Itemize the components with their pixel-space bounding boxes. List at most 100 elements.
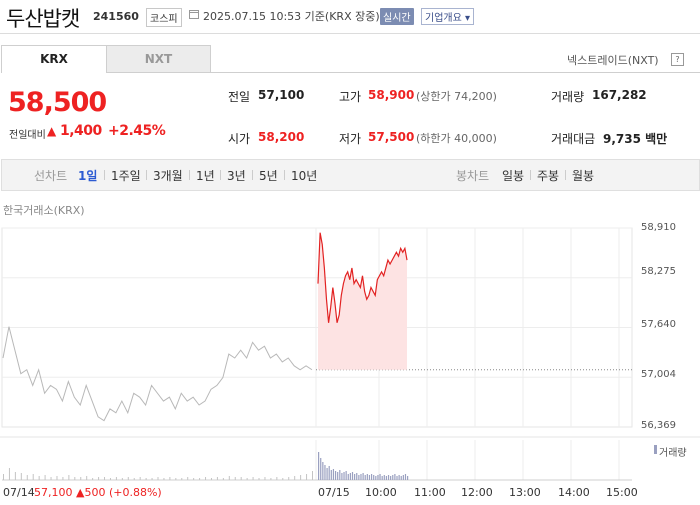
prev-day-info: 57,100 ▲500 (+0.88%) [34, 486, 162, 499]
up-arrow-icon: ▲ [47, 124, 57, 138]
chart-source: 한국거래소(KRX) [3, 204, 85, 217]
volume-bar [396, 476, 398, 480]
prev-close-label: 전일 [228, 90, 251, 104]
x-tick-label: 07/15 [318, 486, 350, 499]
volume-bar [360, 474, 362, 480]
period-3y[interactable]: 3년 [227, 169, 246, 183]
volume-bar [288, 477, 290, 480]
volume-bar [276, 477, 278, 480]
volume-bar [151, 478, 153, 480]
upper-limit: (상한가 74,200) [416, 90, 497, 103]
low-value: 57,500 [368, 130, 415, 144]
x-tick-label: 12:00 [461, 486, 493, 499]
timestamp: 2025.07.15 10:53 기준(KRX 장중) [203, 10, 380, 23]
volume-bar [362, 473, 364, 480]
volume-bar [294, 476, 296, 480]
market-badge: 코스피 [146, 8, 182, 27]
divider [104, 170, 105, 180]
period-1y[interactable]: 1년 [196, 169, 215, 183]
clock-icon [189, 10, 199, 19]
volume-bar [193, 478, 195, 480]
volume-bar [385, 476, 388, 480]
amount-label: 거래대금 [551, 132, 596, 146]
stock-name: 두산밥캣 [6, 7, 80, 31]
volume-bar [222, 478, 224, 480]
period-5y[interactable]: 5년 [259, 169, 278, 183]
volume-legend: 거래량 [659, 448, 687, 459]
volume-bar [121, 478, 123, 480]
volume-bar [187, 477, 189, 480]
volume-bar [343, 472, 345, 480]
period-3m[interactable]: 3개월 [153, 169, 183, 183]
volume-bar [145, 478, 147, 480]
company-info-dropdown[interactable]: 기업개요 ▾ [421, 8, 474, 25]
volume-bar [320, 458, 322, 480]
price-change: 1,400 [60, 123, 102, 139]
volume-bar [234, 477, 236, 480]
volume-bar [62, 477, 64, 480]
help-icon[interactable]: ? [671, 53, 684, 66]
y-tick-label: 57,004 [641, 369, 676, 380]
volume-bar [50, 477, 52, 480]
volume-bar [324, 465, 326, 480]
divider [252, 170, 253, 180]
x-tick-label: 10:00 [365, 486, 397, 499]
candle-monthly[interactable]: 월봉 [572, 169, 595, 183]
volume-bar [318, 452, 320, 480]
y-tick-label: 58,275 [641, 266, 676, 277]
price-line-day1 [2, 326, 313, 422]
volume-bar [306, 474, 308, 480]
period-1d[interactable]: 1일 [78, 169, 98, 183]
volume-bar [402, 475, 404, 480]
line-chart-label: 선차트 [34, 169, 68, 183]
divider [530, 170, 531, 180]
volume-bar [312, 471, 313, 480]
divider [210, 72, 700, 73]
period-1w[interactable]: 1주일 [111, 169, 141, 183]
period-10y[interactable]: 10년 [291, 169, 318, 183]
candle-daily[interactable]: 일봉 [502, 169, 525, 183]
volume-bar [104, 477, 106, 480]
volume-bar [133, 478, 135, 480]
volume-bar [38, 476, 40, 480]
volume-bar [326, 468, 328, 480]
volume-bar [392, 475, 394, 480]
nextrade-link[interactable]: 넥스트레이드(NXT) [567, 54, 659, 67]
change-rate: +2.45% [108, 123, 166, 139]
high-value: 58,900 [368, 88, 415, 102]
x-tick-label: 13:00 [509, 486, 541, 499]
volume-bar [56, 476, 58, 480]
prev-day-change: ▲500 [76, 486, 106, 499]
divider [146, 170, 147, 180]
volume-bar [400, 476, 402, 480]
volume-bar [339, 470, 341, 480]
tab-nxt[interactable]: NXT [106, 45, 211, 73]
price-line-day2 [317, 232, 408, 323]
volume-bar [74, 477, 76, 480]
volume-bar [26, 475, 28, 480]
divider [0, 33, 700, 34]
divider [189, 170, 190, 180]
volume-bar [390, 476, 392, 480]
candle-weekly[interactable]: 주봉 [537, 169, 560, 183]
volume-bar [98, 477, 100, 480]
volume-bar [109, 478, 111, 480]
lower-limit: (하한가 40,000) [416, 132, 497, 145]
candle-chart-label: 봉차트 [456, 169, 490, 183]
tab-krx[interactable]: KRX [1, 45, 107, 73]
volume-bar [345, 471, 347, 480]
volume-bar [228, 476, 230, 480]
volume-bar [375, 476, 377, 480]
volume-bar [354, 474, 356, 480]
realtime-badge[interactable]: 실시간 [380, 8, 414, 25]
volume-bar [115, 477, 117, 480]
volume-bar [264, 477, 266, 480]
open-value: 58,200 [258, 130, 305, 144]
volume-bar [368, 475, 371, 480]
volume-bar [14, 472, 16, 480]
stock-code: 241560 [93, 10, 139, 23]
volume-label: 거래량 [551, 90, 585, 104]
volume-bar [240, 477, 242, 480]
volume-bar [377, 475, 379, 480]
